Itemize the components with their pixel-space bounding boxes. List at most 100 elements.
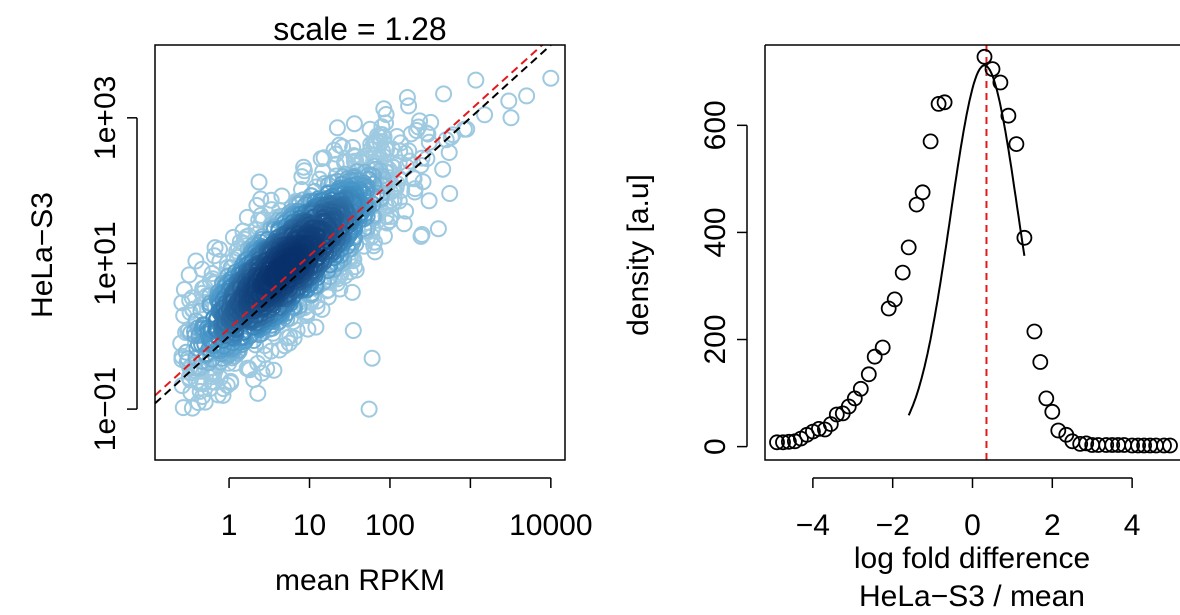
scatter-point bbox=[193, 260, 211, 278]
density-point bbox=[1044, 403, 1061, 420]
scatter-point bbox=[205, 247, 223, 265]
density-point bbox=[1130, 437, 1146, 454]
scatter-point bbox=[249, 384, 267, 402]
scatter-point bbox=[319, 288, 337, 306]
y-tick-label: 600 bbox=[699, 100, 732, 150]
density-point bbox=[886, 291, 903, 308]
scatter-point bbox=[262, 191, 280, 209]
scatter-point bbox=[542, 69, 560, 87]
density-point bbox=[1016, 229, 1033, 246]
density-point bbox=[1104, 437, 1121, 453]
density-point bbox=[852, 380, 869, 397]
scatter-point bbox=[203, 265, 221, 282]
scatter-point bbox=[435, 85, 453, 103]
scatter-point bbox=[398, 89, 416, 106]
scatter-point bbox=[420, 192, 438, 210]
density-point bbox=[922, 133, 939, 150]
scatter-point bbox=[476, 106, 494, 124]
left-chart: scale = 1.28 1 10 100 10000 1e−01 1e+01 1e+03… bbox=[26, 11, 593, 597]
right-y-axis-label: density [a.u] bbox=[622, 174, 655, 336]
scatter-point bbox=[299, 320, 317, 338]
right-plot-frame bbox=[764, 45, 1180, 461]
scatter-point bbox=[444, 126, 462, 144]
density-point bbox=[1072, 435, 1089, 452]
scatter-point bbox=[377, 207, 395, 225]
scatter-point bbox=[265, 361, 283, 379]
density-point bbox=[781, 433, 797, 450]
scatter-point bbox=[377, 106, 395, 123]
right-x-axis-label-line2: HeLa−S3 / mean bbox=[859, 580, 1085, 613]
y-tick-label: 1e−01 bbox=[89, 367, 122, 451]
scatter-point bbox=[345, 115, 363, 133]
right-x-axis: −4 −2 0 2 4 bbox=[796, 477, 1140, 542]
scatter-point bbox=[420, 133, 438, 151]
left-scatter-points bbox=[155, 45, 560, 418]
scatter-point bbox=[360, 400, 378, 418]
scatter-point bbox=[307, 318, 325, 336]
scatter-point bbox=[192, 296, 210, 314]
density-point bbox=[1136, 437, 1152, 454]
y-tick-label: 200 bbox=[699, 314, 732, 364]
left-plot-frame bbox=[154, 44, 566, 461]
x-tick-label: 2 bbox=[1044, 509, 1061, 542]
density-point bbox=[1078, 435, 1095, 452]
scatter-point bbox=[344, 322, 362, 339]
density-point bbox=[900, 239, 917, 256]
density-point bbox=[828, 406, 845, 423]
density-point bbox=[976, 48, 993, 65]
scatter-point bbox=[404, 169, 422, 187]
density-point bbox=[914, 184, 931, 201]
x-tick-label: 10000 bbox=[509, 509, 592, 542]
density-points bbox=[769, 48, 1178, 454]
scatter-point bbox=[250, 173, 268, 191]
density-point bbox=[840, 398, 857, 415]
density-point bbox=[874, 339, 891, 356]
density-point bbox=[866, 348, 883, 365]
left-x-axis-label: mean RPKM bbox=[275, 564, 445, 597]
scatter-point bbox=[467, 71, 485, 89]
right-y-axis: 0 200 400 600 bbox=[699, 100, 748, 455]
y-tick-label: 1e+03 bbox=[89, 76, 122, 160]
scatter-point bbox=[328, 119, 346, 137]
x-tick-label: 10 bbox=[293, 509, 326, 542]
x-tick-label: −2 bbox=[876, 509, 910, 542]
density-point bbox=[984, 61, 1001, 77]
scatter-point bbox=[293, 168, 311, 186]
density-point bbox=[1038, 390, 1055, 407]
scatter-point bbox=[429, 220, 447, 238]
scaled-fit-line bbox=[155, 45, 544, 397]
scatter-point bbox=[518, 87, 536, 105]
density-point bbox=[908, 196, 925, 213]
scatter-point bbox=[502, 109, 520, 127]
density-point bbox=[1156, 437, 1172, 454]
x-tick-label: −4 bbox=[796, 509, 830, 542]
density-point bbox=[1032, 354, 1049, 370]
density-point bbox=[936, 94, 953, 111]
scatter-point bbox=[191, 382, 209, 400]
right-chart: −4 −2 0 2 4 0 200 400 600 log fold difference H… bbox=[622, 44, 1180, 613]
scatter-point bbox=[441, 185, 459, 202]
scatter-point bbox=[413, 149, 431, 167]
scatter-point bbox=[384, 181, 402, 199]
scatter-point bbox=[400, 142, 418, 160]
density-point bbox=[1162, 437, 1178, 454]
y-tick-label: 400 bbox=[699, 207, 732, 257]
density-point bbox=[860, 366, 877, 383]
scatter-point bbox=[222, 372, 240, 390]
density-point bbox=[1050, 422, 1067, 439]
scatter-point bbox=[434, 160, 452, 178]
scatter-point bbox=[500, 92, 518, 110]
density-point bbox=[1098, 437, 1115, 453]
right-x-axis-label: log fold difference bbox=[854, 542, 1090, 575]
density-point bbox=[1124, 437, 1140, 454]
scatter-point bbox=[177, 343, 195, 361]
scatter-point bbox=[400, 97, 418, 115]
scatter-point bbox=[363, 349, 381, 367]
scatter-point bbox=[174, 399, 192, 417]
density-point bbox=[817, 421, 833, 438]
density-point bbox=[769, 434, 785, 451]
scatter-point bbox=[256, 337, 274, 355]
scatter-point bbox=[413, 226, 431, 243]
scatter-point bbox=[343, 283, 361, 301]
